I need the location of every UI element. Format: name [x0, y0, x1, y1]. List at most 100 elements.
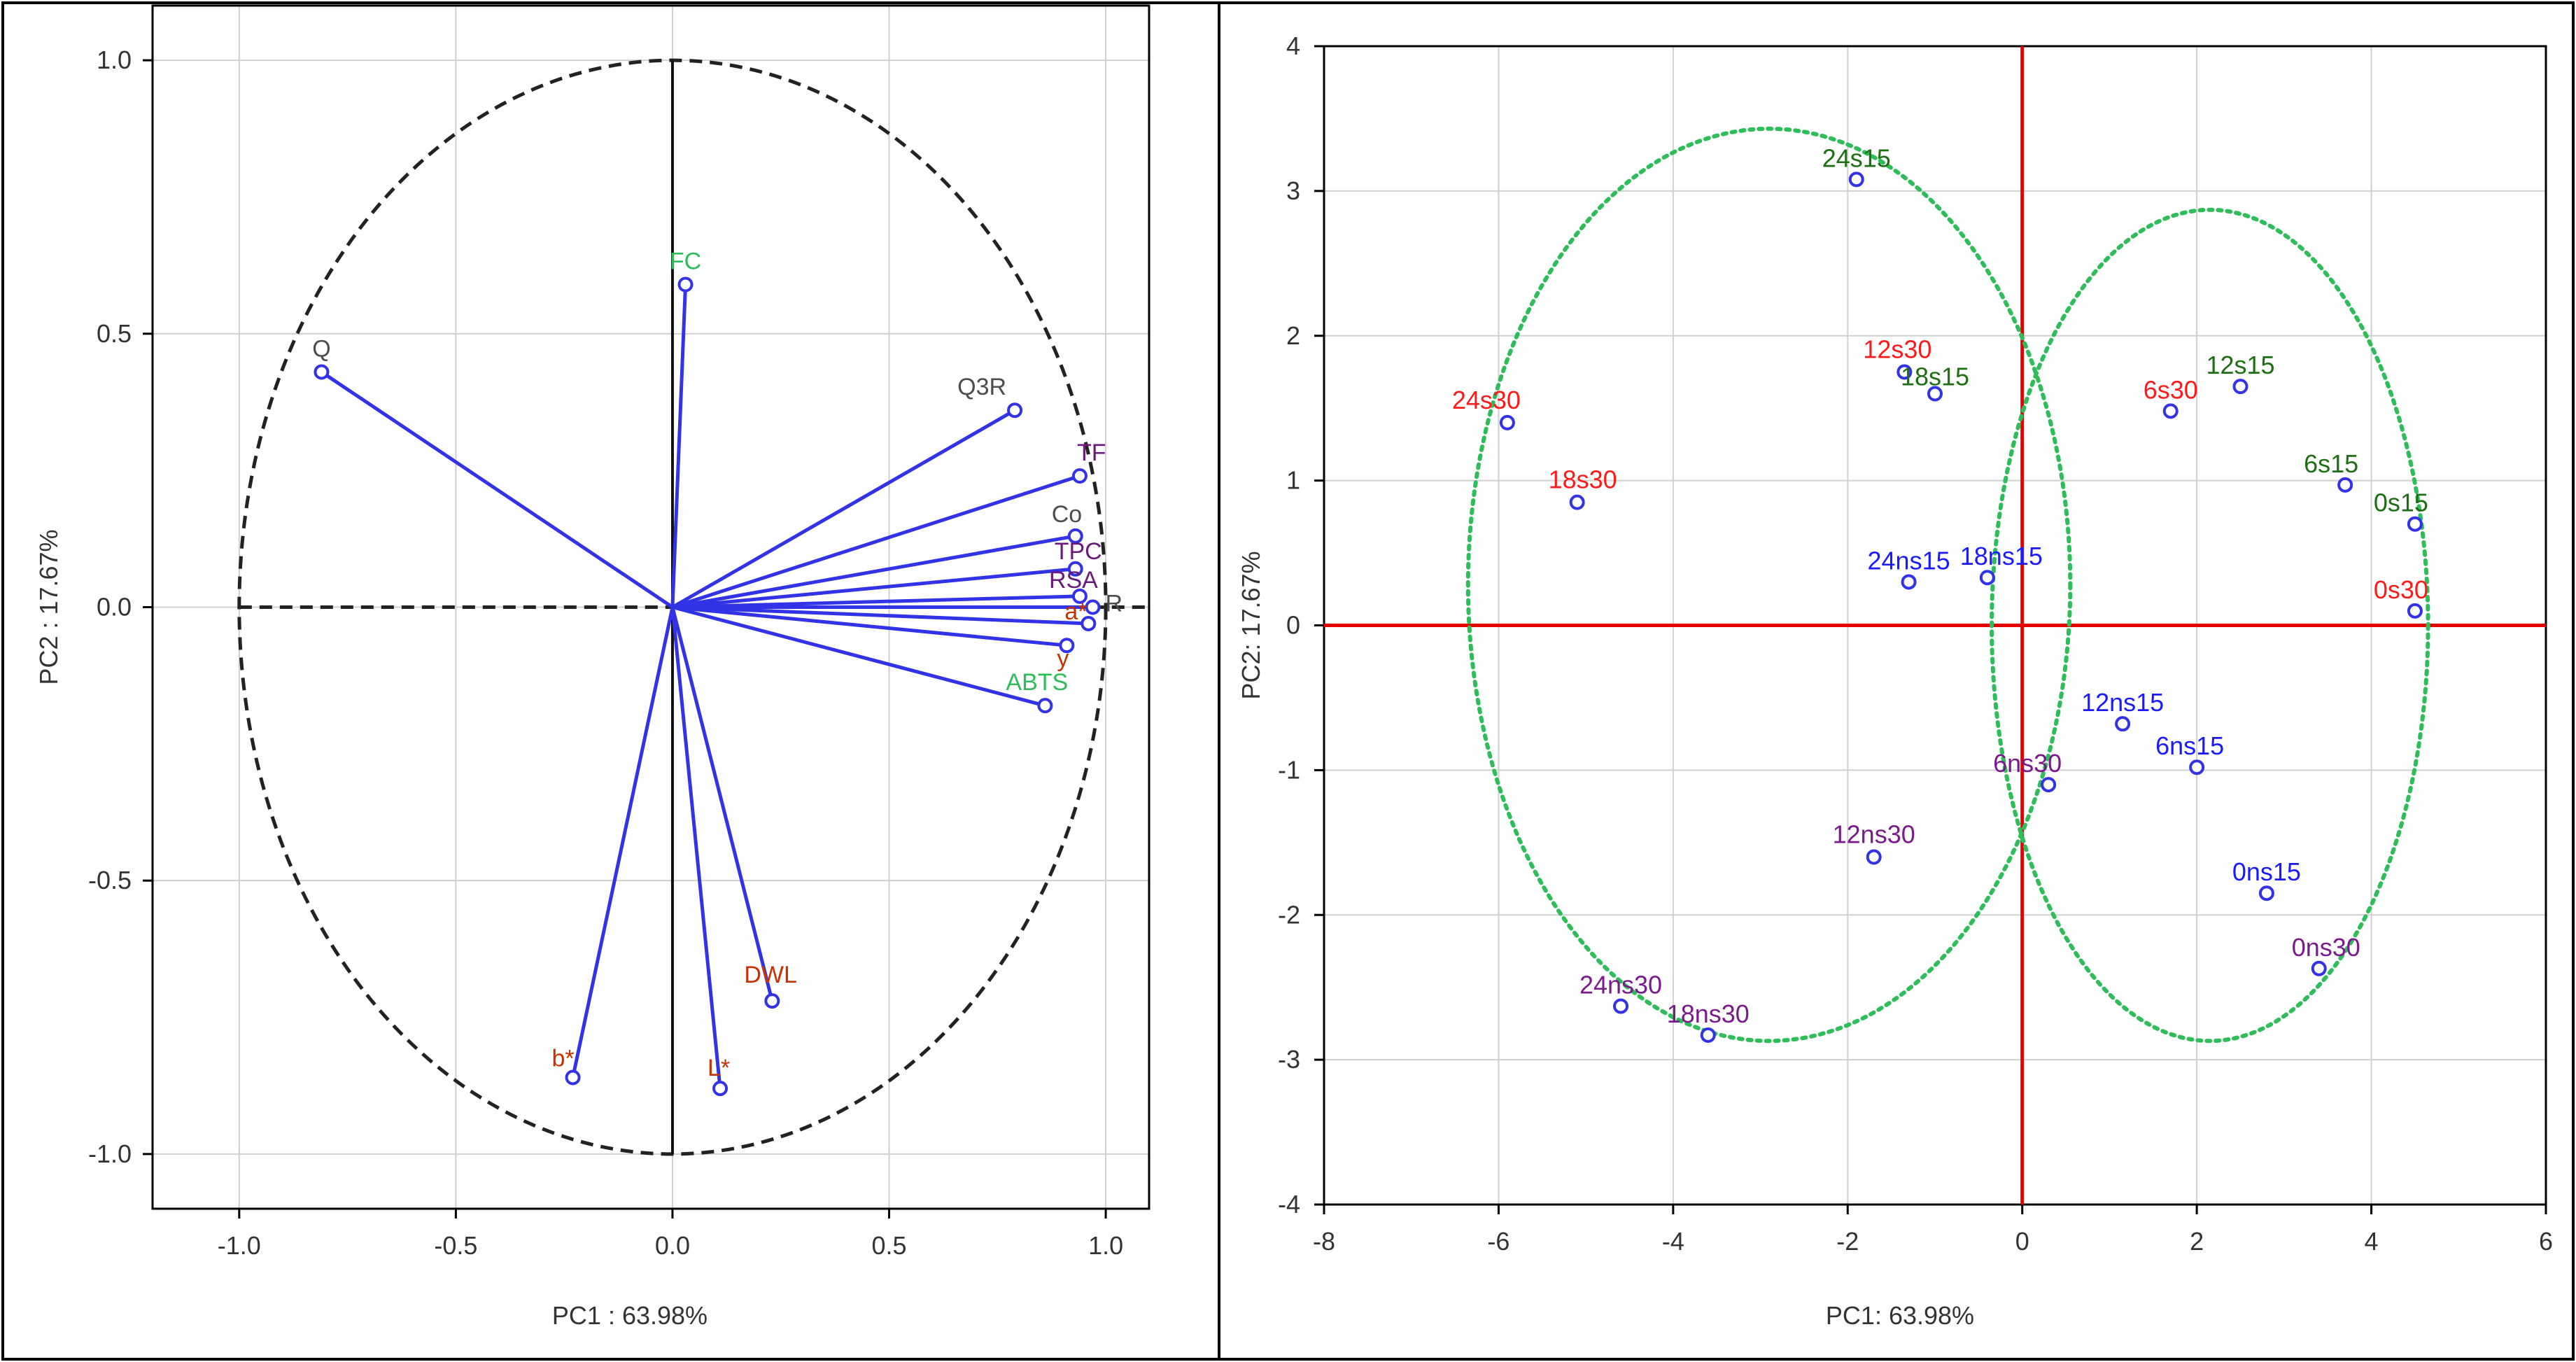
score-label: 0s15	[2374, 489, 2428, 517]
score-point	[2189, 759, 2205, 775]
score-point	[2311, 960, 2327, 976]
x-tick-label: -6	[1487, 1227, 1509, 1256]
score-point	[2232, 379, 2248, 395]
loading-label: Q	[312, 336, 330, 363]
loading-vector	[670, 284, 688, 608]
loading-vector	[672, 474, 1081, 609]
score-point	[1927, 386, 1943, 402]
x-tick-label: 2	[2190, 1227, 2204, 1256]
x-tick-label: 1.0	[1088, 1231, 1123, 1260]
x-tick-label: 0.5	[871, 1231, 906, 1260]
score-label: 6s30	[2144, 375, 2198, 404]
loading-vector	[321, 370, 674, 609]
y-axis-title: PC2 : 17.67%	[34, 529, 63, 684]
loading-label: b*	[551, 1045, 574, 1072]
score-point	[1569, 494, 1585, 510]
loading-point	[1071, 588, 1088, 604]
score-label: 6ns15	[2155, 731, 2224, 760]
score-point	[1499, 414, 1515, 430]
loading-label: a*	[1064, 598, 1087, 625]
score-plot: -8 -6 -4 -2 0 2 4 6 4 3 2 1 0 -1 -2 -3 -4 PC1: 63.98% PC2:…	[1237, 31, 2553, 1330]
y-tick-label: -1.0	[88, 1139, 132, 1168]
y-tick-label: 3	[1286, 176, 1300, 205]
score-label: 24ns30	[1579, 971, 1662, 999]
y-tick-label: -3	[1278, 1045, 1300, 1074]
loading-plot: -1.0 -0.5 0.0 0.5 1.0 1.0 0.5 0.0 -0.5 -1.0 PC1 : …	[34, 4, 1150, 1330]
loading-label: RSA	[1049, 567, 1098, 594]
loading-label: TPC	[1055, 538, 1102, 565]
loading-point	[712, 1081, 729, 1097]
score-point	[1866, 849, 1882, 865]
loading-point	[314, 364, 330, 380]
score-point	[2162, 403, 2179, 419]
loading-vector	[672, 567, 1076, 609]
group-ellipse	[1990, 207, 2430, 1044]
y-tick-label: 2	[1286, 321, 1300, 350]
y-tick-label: -0.5	[88, 866, 132, 894]
score-point	[2041, 777, 2057, 793]
y-tick-label: -1	[1278, 755, 1300, 784]
loading-point	[1081, 615, 1097, 631]
loading-label: DWL	[744, 962, 797, 988]
loading-vector	[672, 594, 1081, 609]
score-label: 6s15	[2304, 449, 2358, 478]
x-tick-label: -0.5	[434, 1231, 477, 1260]
loading-point	[1071, 468, 1088, 484]
y-tick-label: 0.5	[97, 319, 132, 348]
score-label: 0s30	[2374, 575, 2428, 604]
x-tick-label: -2	[1836, 1227, 1859, 1256]
loading-point	[1037, 698, 1053, 714]
loading-label: y	[1057, 645, 1069, 672]
loading-vector	[670, 606, 774, 1002]
y-tick-label: 1.0	[97, 45, 132, 74]
loading-point	[1067, 561, 1083, 577]
y-tick-label: -4	[1278, 1190, 1300, 1219]
score-point	[1700, 1027, 1716, 1043]
loading-point	[764, 993, 780, 1009]
loading-vector	[672, 605, 1067, 647]
score-point	[2407, 603, 2423, 619]
score-label: 24ns15	[1868, 546, 1950, 575]
score-point	[1848, 171, 1864, 188]
loading-point	[565, 1069, 581, 1086]
score-label: 12ns30	[1833, 820, 1915, 849]
right-panel-frame	[1218, 1, 2575, 1361]
score-label: 18ns15	[1960, 542, 2043, 570]
loading-point	[1085, 599, 1101, 615]
loading-label: L*	[708, 1055, 730, 1081]
loading-vector	[672, 605, 1046, 708]
loading-label: ABTS	[1006, 669, 1068, 696]
y-tick-label: 4	[1286, 31, 1300, 60]
x-tick-label: 0	[2015, 1227, 2029, 1256]
group-ellipse	[1465, 126, 2073, 1044]
x-axis-title: PC1: 63.98%	[1826, 1301, 1974, 1330]
loading-vector	[571, 606, 675, 1078]
x-tick-label: -1.0	[218, 1231, 261, 1260]
x-tick-label: -4	[1662, 1227, 1684, 1256]
loading-label: FC	[670, 248, 701, 274]
x-tick-label: 0.0	[655, 1231, 690, 1260]
x-tick-label: -8	[1313, 1227, 1335, 1256]
score-label: 24s30	[1452, 386, 1521, 414]
score-point	[1901, 574, 1917, 590]
score-point	[2407, 516, 2423, 532]
y-tick-label: 0.0	[97, 593, 132, 622]
y-tick-label: 1	[1286, 466, 1300, 495]
score-label: 6ns30	[1993, 749, 2062, 778]
score-label: 12s15	[2206, 351, 2274, 379]
y-tick-label: 0	[1286, 611, 1300, 640]
loading-vector	[671, 409, 1016, 609]
y-tick-label: -2	[1278, 900, 1300, 929]
score-label: 18s30	[1549, 465, 1617, 494]
loading-vector	[672, 605, 1089, 626]
loading-point	[1007, 402, 1023, 419]
loading-point	[677, 276, 694, 293]
x-tick-label: 6	[2539, 1227, 2553, 1256]
loading-label: Q3R	[957, 374, 1006, 400]
score-point	[1896, 364, 1913, 380]
loading-vector	[670, 607, 722, 1089]
score-point	[2337, 477, 2353, 493]
loading-point	[1059, 638, 1075, 654]
score-point	[1979, 570, 1995, 586]
